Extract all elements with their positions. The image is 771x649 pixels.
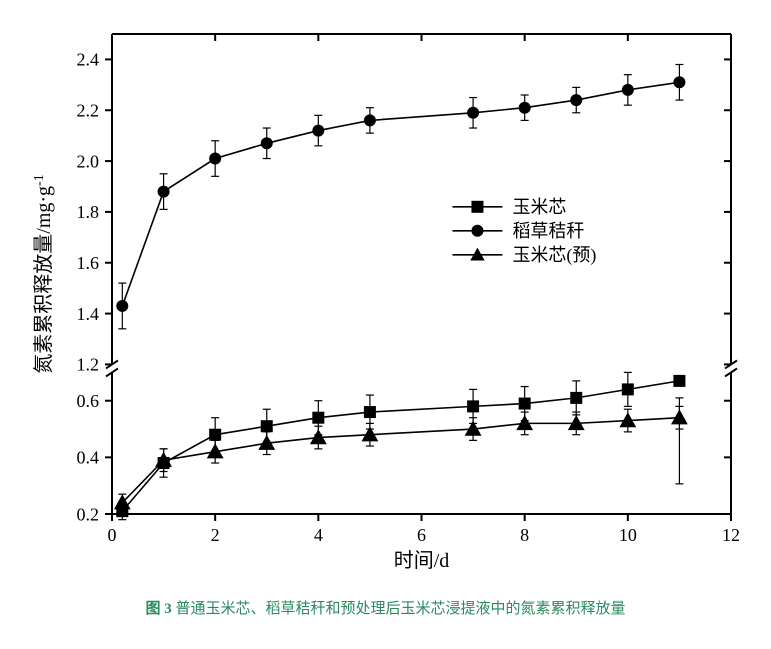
svg-text:1.2: 1.2 bbox=[77, 355, 100, 375]
chart-container: 0 2 4 6 8 10 12 0.2 0.4 0.6 1.2 1.4 1.6 1.8 2.0 2.2 2.4 时… bbox=[20, 20, 751, 618]
svg-text:2: 2 bbox=[211, 525, 220, 545]
svg-text:2.2: 2.2 bbox=[77, 101, 100, 121]
svg-text:0.2: 0.2 bbox=[77, 504, 100, 524]
svg-text:氮素累积释放量/mg·g-1: 氮素累积释放量/mg·g-1 bbox=[32, 174, 56, 373]
svg-text:1.6: 1.6 bbox=[77, 253, 100, 273]
svg-text:1.4: 1.4 bbox=[77, 304, 100, 324]
svg-text:时间/d: 时间/d bbox=[394, 549, 450, 572]
nitrogen-release-chart: 0 2 4 6 8 10 12 0.2 0.4 0.6 1.2 1.4 1.6 1.8 2.0 2.2 2.4 时… bbox=[20, 20, 751, 580]
svg-text:12: 12 bbox=[722, 525, 740, 545]
svg-text:2.4: 2.4 bbox=[77, 50, 100, 70]
svg-text:2.0: 2.0 bbox=[77, 151, 100, 171]
figure-label: 图 3 bbox=[145, 601, 175, 617]
svg-text:玉米芯(预): 玉米芯(预) bbox=[512, 245, 596, 266]
svg-text:稻草秸秆: 稻草秸秆 bbox=[512, 221, 584, 241]
svg-text:6: 6 bbox=[417, 525, 426, 545]
svg-text:0.6: 0.6 bbox=[77, 391, 100, 411]
figure-text: 普通玉米芯、稻草秸秆和预处理后玉米芯浸提液中的氮素累积释放量 bbox=[176, 601, 626, 617]
svg-text:4: 4 bbox=[314, 525, 323, 545]
svg-text:1.8: 1.8 bbox=[77, 202, 100, 222]
svg-text:0: 0 bbox=[108, 525, 117, 545]
svg-text:8: 8 bbox=[520, 525, 529, 545]
svg-text:0.4: 0.4 bbox=[77, 448, 100, 468]
svg-text:玉米芯: 玉米芯 bbox=[512, 197, 566, 217]
figure-caption: 图 3 普通玉米芯、稻草秸秆和预处理后玉米芯浸提液中的氮素累积释放量 bbox=[20, 597, 751, 618]
svg-text:10: 10 bbox=[619, 525, 637, 545]
